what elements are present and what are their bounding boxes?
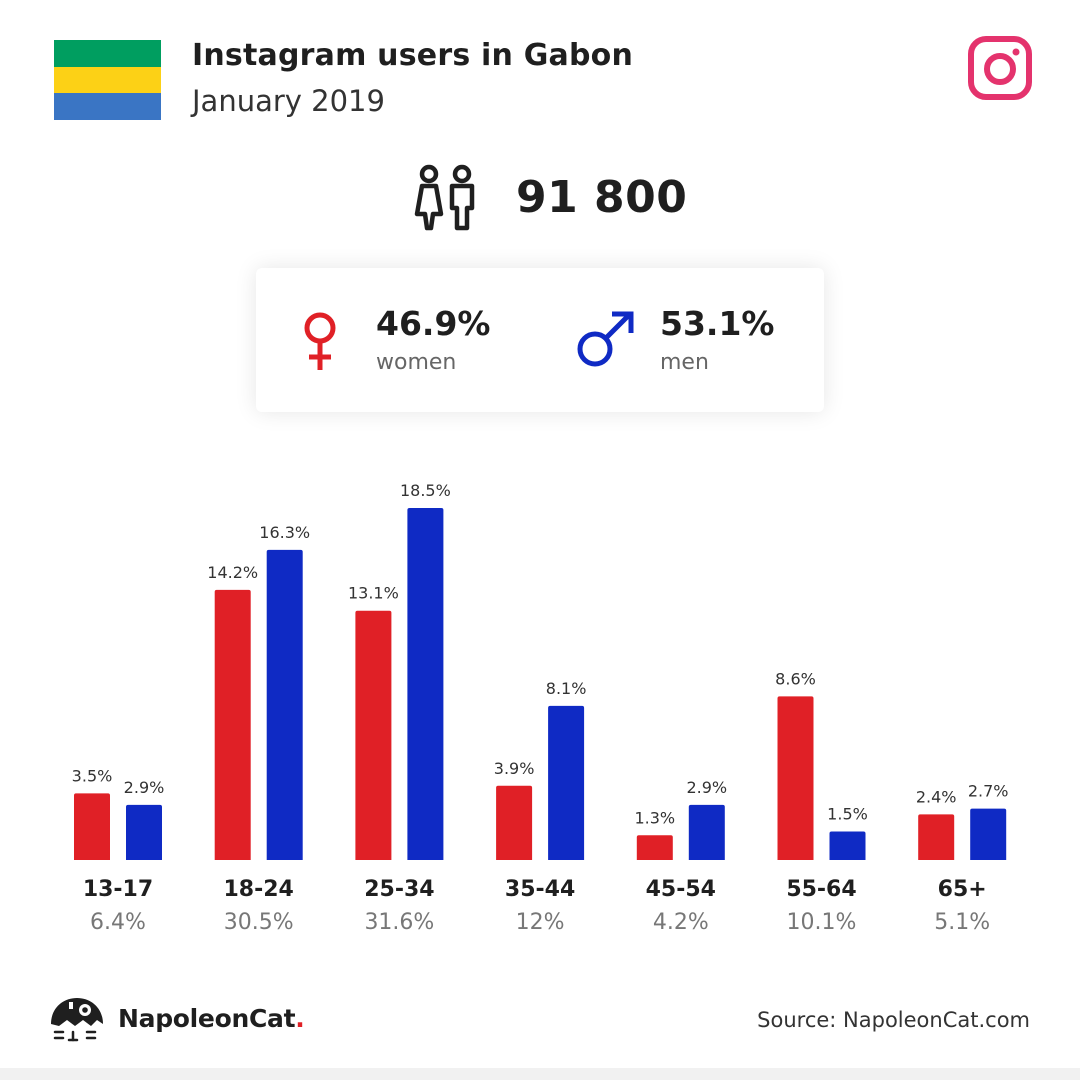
bar-35-44-series-2	[548, 705, 585, 860]
category-label-55-64: 55-64	[786, 877, 857, 902]
bar-label-45-54-series-2: 2.9%	[686, 778, 727, 797]
napoleoncat-logo-icon	[51, 998, 103, 1042]
bar-label-18-24-series-1: 14.2%	[207, 563, 258, 582]
bottom-strip	[0, 1068, 1080, 1080]
brand-name-text: NapoleonCat	[118, 1004, 296, 1033]
bar-13-17-series-2	[126, 804, 162, 860]
page-subtitle: January 2019	[192, 84, 385, 118]
brand-name: NapoleonCat.	[118, 1004, 305, 1033]
flag-stripe-green	[54, 40, 161, 67]
bar-label-65+-series-1: 2.4%	[916, 787, 957, 806]
flag-stripe-blue	[54, 93, 161, 120]
category-label-13-17: 13-17	[82, 877, 154, 902]
category-label-45-54: 45-54	[645, 877, 716, 902]
gabon-flag-icon	[54, 40, 161, 120]
bar-45-54-series-1	[636, 835, 673, 860]
total-users-block: 91 800	[410, 162, 687, 232]
category-total-45-54: 4.2%	[652, 910, 709, 935]
category-label-65+: 65+	[937, 877, 987, 902]
women-label: women	[376, 350, 457, 375]
bar-label-35-44-series-2: 8.1%	[546, 679, 587, 698]
category-label-35-44: 35-44	[504, 877, 576, 902]
page-title: Instagram users in Gabon	[192, 38, 634, 73]
category-total-55-64: 10.1%	[786, 910, 857, 935]
bar-label-25-34-series-2: 18.5%	[400, 481, 451, 500]
category-label-18-24: 18-24	[223, 877, 294, 902]
bar-label-45-54-series-1: 1.3%	[634, 808, 675, 827]
bar-label-18-24-series-2: 16.3%	[259, 523, 310, 542]
category-total-35-44: 12%	[515, 910, 565, 935]
bar-label-13-17-series-1: 3.5%	[72, 766, 113, 785]
bar-label-25-34-series-1: 13.1%	[348, 584, 399, 603]
people-icon	[414, 164, 475, 231]
bar-label-13-17-series-2: 2.9%	[124, 778, 165, 797]
instagram-icon	[968, 36, 1032, 100]
total-users-value: 91 800	[516, 171, 688, 223]
male-symbol-icon	[577, 311, 634, 367]
bar-13-17-series-1	[74, 793, 110, 860]
category-total-25-34: 31.6%	[364, 910, 435, 935]
bar-25-34-series-2	[407, 508, 444, 860]
bar-18-24-series-2	[266, 549, 303, 860]
bar-18-24-series-1	[214, 589, 251, 860]
bar-35-44-series-1	[496, 785, 533, 860]
flag-stripe-yellow	[54, 66, 161, 94]
gender-summary-card: 46.9% women 53.1% men	[256, 268, 824, 412]
bar-label-55-64-series-2: 1.5%	[827, 804, 868, 823]
bar-45-54-series-2	[688, 804, 725, 860]
bar-25-34-series-1	[355, 610, 392, 860]
men-percent: 53.1%	[660, 304, 775, 343]
bar-label-35-44-series-1: 3.9%	[494, 759, 535, 778]
category-label-25-34: 25-34	[364, 877, 435, 902]
bar-55-64-series-2	[829, 831, 866, 860]
female-symbol-icon	[304, 312, 336, 370]
category-total-18-24: 30.5%	[223, 910, 294, 935]
bar-55-64-series-1	[777, 696, 814, 860]
category-total-13-17: 6.4%	[90, 910, 146, 935]
bar-65+-series-2	[970, 808, 1007, 860]
bar-65+-series-1	[918, 814, 955, 860]
bar-label-55-64-series-1: 8.6%	[775, 669, 816, 688]
men-label: men	[660, 350, 709, 375]
bar-label-65+-series-2: 2.7%	[968, 782, 1009, 801]
category-total-65+: 5.1%	[934, 910, 991, 935]
women-percent: 46.9%	[376, 304, 491, 343]
brand-dot: .	[295, 1004, 305, 1033]
age-gender-bar-chart: 3.5% 2.9% 14.2% 16.3% 13.1% 18.5% 3.9% 8.1% 1.3%…	[72, 481, 1009, 860]
source-text: Source: NapoleonCat.com	[757, 1008, 1030, 1032]
